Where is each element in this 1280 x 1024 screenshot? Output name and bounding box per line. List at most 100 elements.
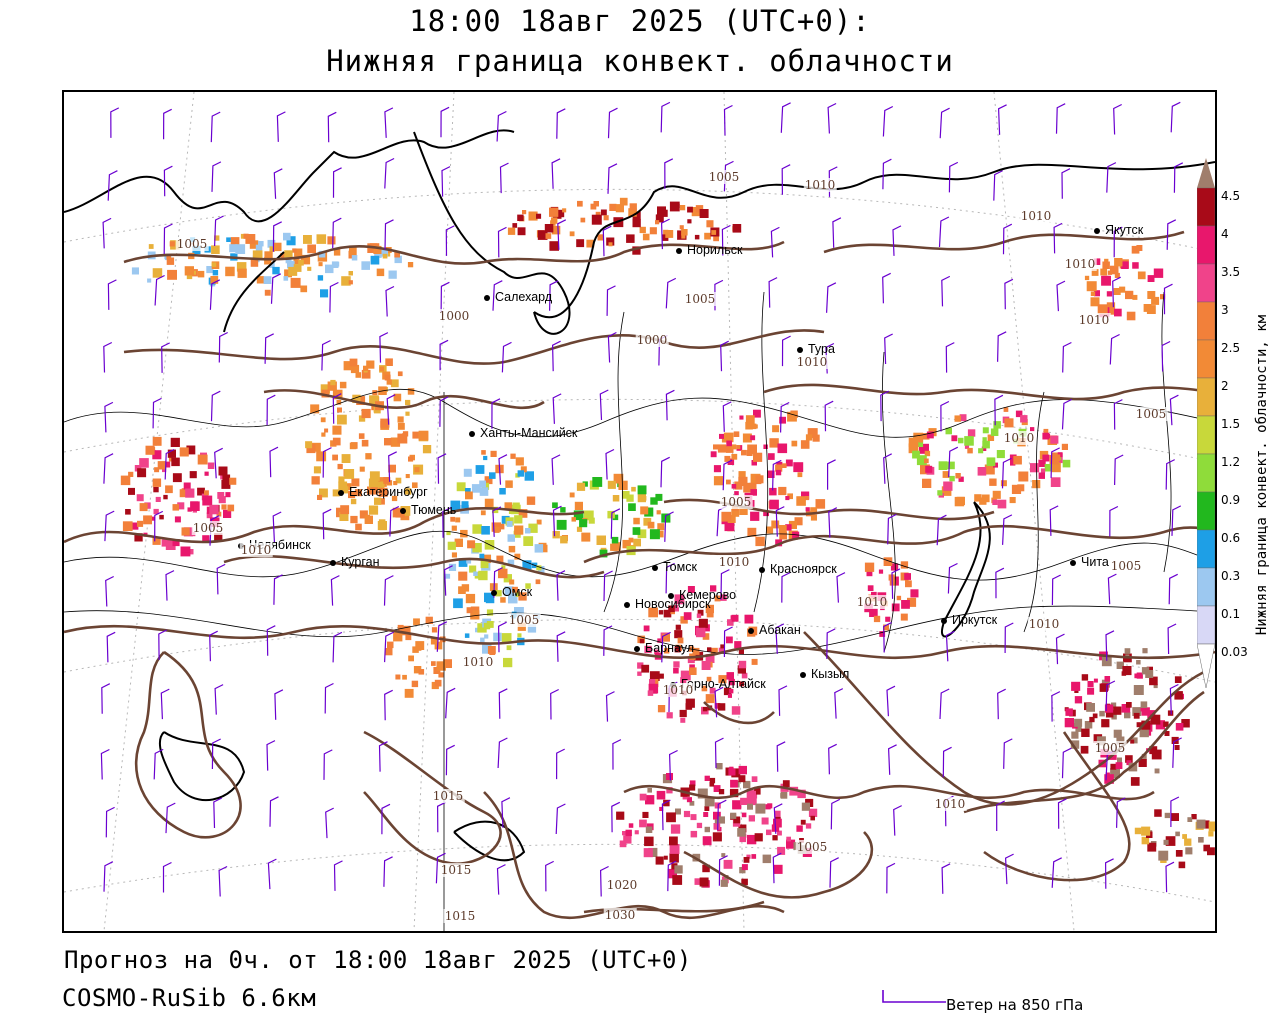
wind-barb	[104, 510, 115, 542]
wind-barb	[163, 165, 173, 197]
cloud-pixel	[1130, 739, 1135, 744]
wind-barb	[997, 331, 1007, 362]
wind-barb	[106, 631, 116, 663]
city-label: Барнаул	[634, 641, 694, 655]
cloud-pixel	[264, 251, 273, 260]
cloud-pixel	[359, 466, 365, 472]
wind-barb	[1113, 399, 1123, 430]
wind-barb	[267, 858, 277, 890]
cloud-pixel	[883, 557, 893, 566]
wind-barb	[828, 507, 838, 538]
cloud-pixel	[214, 533, 223, 542]
cloud-pixel	[599, 549, 608, 558]
cloud-pixel	[355, 372, 362, 378]
cloud-pixel	[731, 453, 738, 460]
cloud-pixel	[1182, 834, 1187, 839]
cloud-pixel	[206, 266, 214, 274]
cloud-pixel	[467, 540, 476, 549]
cloud-pixel	[1147, 842, 1157, 852]
legend-swatch	[1196, 301, 1216, 341]
wind-barb	[556, 108, 566, 139]
cloud-pixel	[680, 717, 686, 723]
cloud-pixel	[390, 437, 401, 447]
wind-barb	[886, 862, 896, 894]
cloud-pixel	[689, 664, 695, 670]
wind-barb	[603, 570, 613, 602]
cloud-pixel	[197, 454, 208, 465]
forecast-map[interactable]: Салехард Норильск Якутск Тура Ханты-Мансийск…	[62, 90, 1217, 933]
cloud-pixel	[981, 446, 987, 451]
cloud-pixel	[1116, 661, 1124, 669]
cloud-pixel	[583, 510, 594, 521]
cloud-pixel	[167, 269, 177, 280]
cloud-pixel	[942, 471, 950, 478]
cloud-pixel	[320, 384, 330, 394]
cloud-pixel	[376, 268, 385, 277]
cloud-pixel	[755, 478, 762, 485]
cloud-pixel	[305, 441, 313, 449]
cloud-pixel	[738, 765, 747, 775]
cloud-pixel	[188, 549, 194, 555]
cloud-pixel	[751, 460, 757, 466]
cloud-pixel	[1114, 258, 1123, 267]
cloud-pixel	[633, 538, 641, 547]
cloud-pixel	[923, 433, 930, 440]
cloud-pixel	[682, 794, 688, 800]
cloud-pixel	[778, 486, 787, 496]
cloud-pixel	[286, 236, 296, 246]
legend-swatch	[1196, 377, 1216, 417]
cloud-pixel	[730, 788, 739, 798]
cloud-pixel	[461, 501, 469, 509]
cloud-pixel	[501, 633, 512, 643]
cloud-pixel	[673, 661, 680, 668]
cloud-pixel	[704, 775, 710, 781]
cloud-pixel	[900, 613, 908, 621]
wind-barb	[1105, 630, 1115, 661]
cloud-pixel	[506, 521, 513, 527]
cloud-pixel	[515, 457, 524, 466]
cloud-pixel	[1154, 768, 1160, 774]
cloud-pixel	[738, 471, 746, 479]
cloud-pixel	[1151, 749, 1162, 760]
cloud-pixel	[333, 249, 341, 256]
wind-barb	[210, 111, 221, 143]
cloud-pixel	[796, 825, 803, 832]
cloud-pixel	[727, 619, 734, 626]
cloud-pixel	[669, 853, 679, 863]
cloud-pixel	[745, 421, 753, 430]
cloud-pixel	[348, 271, 353, 276]
cloud-pixel	[785, 496, 790, 501]
wind-barb	[274, 689, 284, 720]
cloud-pixel	[204, 490, 209, 496]
cloud-pixel	[453, 598, 463, 609]
cloud-pixel	[1198, 837, 1204, 843]
cloud-pixel	[128, 487, 135, 495]
cloud-pixel	[1203, 844, 1210, 852]
cloud-pixel	[552, 502, 558, 509]
cloud-pixel	[797, 789, 806, 799]
cloud-pixel	[526, 496, 536, 505]
cloud-pixel	[1010, 460, 1016, 466]
cloud-pixel	[619, 840, 627, 848]
cloud-pixel	[411, 680, 419, 688]
cloud-pixel	[190, 501, 200, 511]
cloud-pixel	[167, 449, 176, 458]
wind-barb	[389, 505, 400, 537]
cloud-pixel	[402, 674, 407, 680]
cloud-pixel	[1096, 736, 1106, 746]
cloud-pixel	[609, 203, 617, 211]
cloud-pixel	[518, 509, 528, 518]
wind-barb	[439, 396, 449, 427]
cloud-pixel	[384, 438, 392, 446]
cloud-pixel	[990, 428, 999, 436]
wind-barb	[1109, 505, 1119, 537]
cloud-pixel	[734, 641, 742, 649]
cloud-pixel	[321, 432, 326, 437]
admin-borders	[64, 291, 1215, 931]
cloud-pixel	[325, 264, 334, 274]
cloud-pixel	[726, 672, 734, 680]
cloud-pixel	[812, 434, 820, 442]
cloud-pixel	[263, 276, 272, 284]
cloud-pixel	[755, 536, 765, 547]
cloud-pixel	[698, 618, 708, 628]
